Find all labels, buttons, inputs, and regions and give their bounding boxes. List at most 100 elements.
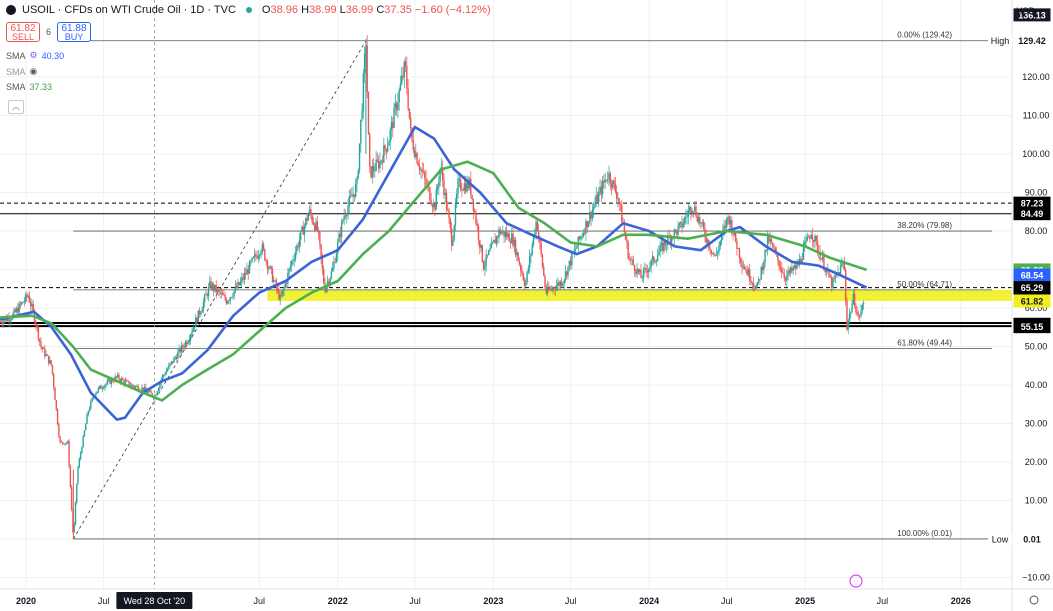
candle-body (575, 248, 577, 250)
indicator-sma-2[interactable]: SMA ◉ (6, 66, 38, 77)
candle-body (530, 253, 532, 257)
lightning-icon[interactable] (849, 574, 863, 588)
candle-body (838, 272, 840, 275)
candle-body (589, 212, 591, 222)
indicator-sma-3[interactable]: SMA 37.33 (6, 82, 53, 92)
candle-body (599, 186, 601, 193)
candle-body (621, 204, 623, 223)
buy-button[interactable]: 61.88 BUY (57, 22, 92, 42)
candle-body (482, 261, 485, 270)
candle-body (764, 249, 766, 263)
candle-body (659, 245, 661, 252)
candle-body (234, 286, 237, 291)
candle-body (772, 242, 774, 248)
candle-body (372, 166, 375, 171)
candle-body (50, 360, 52, 365)
candle-body (163, 374, 165, 376)
candle-body (608, 172, 610, 179)
candle-body (439, 168, 441, 183)
candle-body (526, 271, 528, 283)
candle-body (31, 304, 33, 307)
candle-body (92, 396, 95, 399)
candle-body (848, 313, 851, 322)
candle-body (131, 384, 133, 387)
candle-body (47, 355, 50, 364)
candle-body (322, 268, 325, 284)
candle-body (490, 243, 492, 249)
candle-body (568, 260, 571, 267)
candle-body (285, 283, 288, 285)
candle-body (560, 281, 563, 286)
sell-button[interactable]: 61.82 SELL (6, 22, 40, 42)
time-tick-label: Jul (409, 596, 421, 606)
candle-body (755, 286, 757, 289)
candle-body (738, 248, 741, 259)
candle-body (605, 179, 608, 181)
candle-body (56, 409, 59, 425)
crosshair-date-badge (116, 592, 193, 609)
candle-body (830, 277, 833, 288)
candle-body (184, 341, 187, 347)
candle-body (397, 102, 399, 111)
candle-body (610, 183, 613, 188)
candle-body (821, 256, 824, 259)
candle-body (843, 262, 846, 270)
candle-body (638, 269, 641, 273)
candle-body (447, 208, 449, 211)
candle-body (407, 88, 409, 109)
candle-body (702, 222, 705, 229)
candle-body (415, 152, 417, 157)
candle-body (541, 254, 544, 267)
candle-body (851, 303, 853, 313)
candle-body (22, 302, 24, 304)
candle-body (802, 247, 805, 260)
fib-level-label: 0.00% (129.42) (897, 31, 952, 40)
candle-body (409, 117, 412, 129)
candle-body (536, 221, 539, 231)
candle-body (30, 302, 32, 307)
candle-body (760, 266, 762, 280)
candle-body (860, 310, 862, 317)
candle-body (198, 310, 201, 315)
indicator-sma-1[interactable]: SMA ⚙ 40.30 (6, 50, 65, 61)
candle-body (660, 242, 663, 246)
time-tick-label: Jul (565, 596, 577, 606)
gear-icon[interactable] (1029, 595, 1039, 605)
candle-body (49, 360, 51, 364)
candle-body (88, 408, 91, 412)
candle-body (127, 380, 129, 382)
time-tick-label: Jul (877, 596, 889, 606)
candle-body (527, 267, 530, 272)
support-zone-rect (267, 289, 1012, 301)
currency-selector[interactable]: USD (1015, 6, 1035, 16)
candle-body (202, 301, 205, 310)
candle-body (573, 249, 576, 254)
candle-body (685, 217, 687, 219)
candle-body (696, 216, 698, 222)
candle-body (729, 220, 732, 225)
candle-body (321, 257, 324, 269)
candle-body (505, 232, 508, 237)
collapse-legend-button[interactable]: ︿ (8, 100, 24, 114)
time-tick-label: 2026 (951, 596, 971, 606)
candle-body (206, 294, 208, 297)
candle-body (481, 245, 484, 262)
candle-body (136, 386, 138, 387)
candle-body (623, 224, 626, 232)
candle-body (376, 159, 379, 161)
settings-icon[interactable]: ⚙ (29, 50, 38, 60)
candle-body (578, 236, 581, 240)
candle-body (553, 287, 555, 290)
candle-body (508, 233, 510, 242)
candle-body (301, 226, 303, 231)
candle-body (435, 189, 437, 210)
candle-body (343, 215, 345, 221)
candle-body (54, 387, 56, 401)
candle-body (434, 203, 436, 210)
candle-body (3, 320, 5, 324)
candle-body (819, 251, 821, 260)
symbol-title[interactable]: USOIL · CFDs on WTI Crude Oil · 1D · TVC (22, 4, 236, 16)
eye-icon[interactable]: ◉ (29, 66, 38, 76)
candle-body (328, 281, 330, 284)
